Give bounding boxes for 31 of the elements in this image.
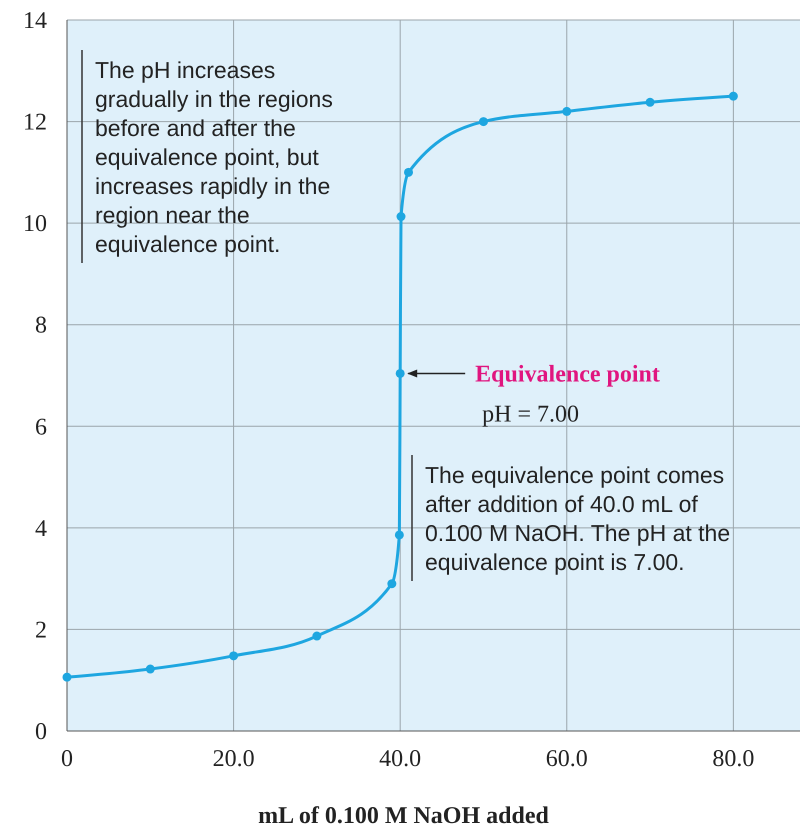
- y-tick-label: 6: [35, 414, 47, 440]
- point: [404, 168, 414, 177]
- y-tick-label: 2: [35, 617, 47, 644]
- x-tick-label: 0: [61, 746, 73, 772]
- y-tick-label: 12: [23, 110, 47, 136]
- point: [396, 212, 406, 222]
- y-tick-label: 0: [35, 719, 47, 745]
- x-tick-label: 60.0: [546, 746, 588, 772]
- x-axis-title: mL of 0.100 M NaOH added: [258, 803, 550, 829]
- point: [396, 368, 405, 378]
- x-tick-label: 80.0: [712, 746, 754, 772]
- y-tick-label: 4: [35, 516, 47, 542]
- y-tick-label: 10: [23, 211, 47, 238]
- y-tick-label: 14: [23, 8, 47, 34]
- annotation: pH = 7.00: [482, 401, 580, 428]
- annotation: The pH increases gradually in the regions before and after the equivalence point, but increases rapidly in the region near the equivalence point.: [95, 57, 333, 257]
- point: [62, 672, 72, 682]
- x-tick-label: 20.0: [212, 746, 255, 772]
- annotation: Equivalence point: [475, 361, 660, 388]
- point: [394, 530, 404, 540]
- point: [387, 579, 396, 588]
- point: [646, 98, 655, 107]
- point: [312, 632, 322, 641]
- point: [562, 106, 572, 116]
- point: [229, 651, 238, 660]
- point: [478, 117, 488, 126]
- y-tick-label: 8: [35, 312, 47, 339]
- point: [728, 92, 738, 101]
- x-tick-label: 40.0: [379, 746, 422, 772]
- annotation: The equivalence point comes after addition of 40.0 mL of 0.100 M NaOH. The pH at the equivalence point is 7.00.: [425, 462, 730, 575]
- point: [146, 664, 155, 674]
